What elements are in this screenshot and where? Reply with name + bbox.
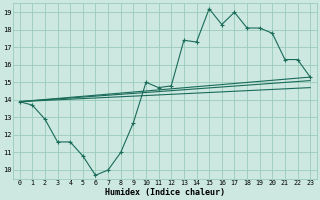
X-axis label: Humidex (Indice chaleur): Humidex (Indice chaleur)	[105, 188, 225, 197]
